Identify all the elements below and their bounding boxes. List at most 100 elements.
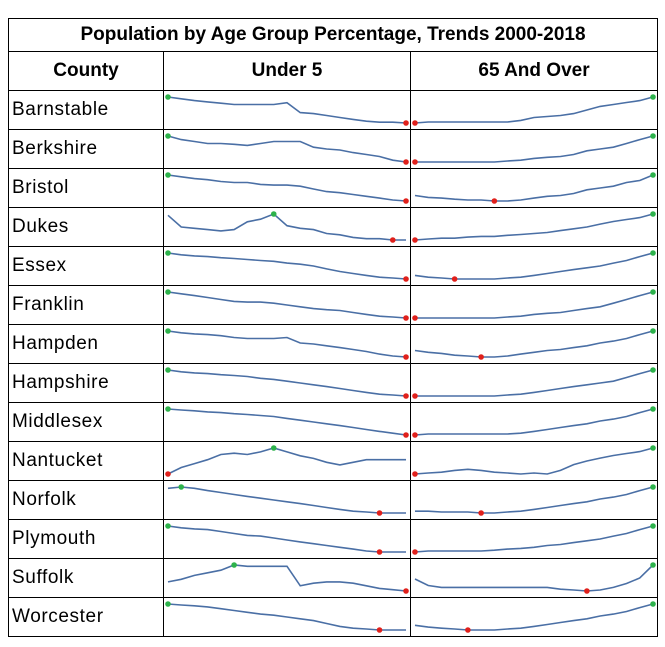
sparkline-line [167, 174, 407, 202]
sparkline-under5 [167, 211, 407, 243]
over65-sparkline-cell [410, 285, 658, 325]
over65-sparkline-cell [410, 90, 658, 130]
sparkline-max-marker [231, 562, 237, 568]
sparkline-over65 [412, 445, 656, 477]
sparkline-min-marker [376, 627, 383, 633]
sparkline-min-marker [403, 354, 409, 360]
table-row: Suffolk [8, 558, 658, 598]
sparkline-min-marker [403, 588, 409, 594]
sparkline-over65 [414, 328, 656, 360]
sparkline-line [414, 486, 654, 514]
sparkline-max-marker [650, 328, 656, 334]
table-row: Plymouth [8, 519, 658, 559]
sparkline-max-marker [165, 289, 171, 295]
sparkline-under5 [165, 250, 409, 282]
sparkline-min-marker [403, 276, 409, 282]
under5-sparkline-cell [163, 402, 411, 442]
column-header-county: County [8, 51, 164, 91]
sparkline-max-marker [165, 133, 171, 139]
under5-sparkline-cell [163, 129, 411, 169]
sparkline-max-marker [270, 445, 277, 451]
table-row: Middlesex [8, 402, 658, 442]
over65-sparkline-cell [410, 246, 658, 286]
sparkline-over65 [412, 406, 656, 438]
sparkline-under5 [165, 523, 407, 555]
table-row: Barnstable [8, 90, 658, 130]
county-name: Barnstable [8, 90, 164, 130]
over65-sparkline-cell [410, 519, 658, 559]
sparkline-line [167, 213, 407, 241]
county-name: Middlesex [8, 402, 164, 442]
sparkline-line [414, 603, 654, 631]
sparkline-min-marker [478, 354, 484, 360]
sparkline-over65 [412, 367, 656, 399]
sparkline-under5 [165, 328, 409, 360]
sparkline-max-marker [650, 445, 656, 451]
sparkline-min-marker [412, 159, 418, 165]
sparkline-under5 [167, 562, 409, 594]
sparkline-min-marker [412, 432, 418, 438]
sparkline-min-marker [412, 471, 418, 477]
sparkline-line [414, 174, 654, 202]
sparkline-line [414, 447, 654, 475]
sparkline-min-marker [412, 315, 418, 321]
county-name: Franklin [8, 285, 164, 325]
sparkline-max-marker [165, 406, 171, 412]
sparkline-over65 [414, 601, 656, 633]
sparkline-max-marker [650, 367, 656, 373]
sparkline-line [414, 564, 654, 592]
sparkline-line [167, 447, 407, 475]
sparkline-max-marker [650, 250, 656, 256]
under5-sparkline-cell [163, 519, 411, 559]
under5-sparkline-cell [163, 207, 411, 247]
county-name: Dukes [8, 207, 164, 247]
sparkline-min-marker [412, 237, 418, 243]
sparkline-min-marker [465, 627, 471, 633]
sparkline-line [167, 96, 407, 124]
sparkline-max-marker [650, 133, 656, 139]
sparkline-line [414, 252, 654, 280]
county-name: Norfolk [8, 480, 164, 520]
sparkline-max-marker [650, 562, 656, 568]
sparkline-min-marker [403, 159, 409, 165]
county-name: Hampden [8, 324, 164, 364]
table-row: Worcester [8, 597, 658, 637]
sparkline-max-marker [165, 367, 171, 373]
under5-sparkline-cell [163, 441, 411, 481]
under5-sparkline-cell [163, 480, 411, 520]
under5-sparkline-cell [163, 597, 411, 637]
sparkline-min-marker [412, 549, 418, 555]
table-row: Hampden [8, 324, 658, 364]
column-header-under5: Under 5 [163, 51, 411, 91]
sparkline-over65 [412, 211, 656, 243]
sparkline-line [414, 408, 654, 436]
sparkline-max-marker [650, 211, 656, 217]
county-name: Berkshire [8, 129, 164, 169]
sparkline-line [167, 135, 407, 163]
sparkline-line [167, 486, 407, 514]
sparkline-min-marker [376, 549, 383, 555]
sparkline-line [414, 96, 654, 124]
sparkline-max-marker [165, 523, 171, 529]
over65-sparkline-cell [410, 597, 658, 637]
sparkline-max-marker [650, 484, 656, 490]
sparkline-max-marker [650, 601, 656, 607]
sparkline-over65 [412, 133, 656, 165]
sparkline-min-marker [389, 237, 396, 243]
sparkline-min-marker [403, 120, 409, 126]
sparkline-under5 [165, 445, 407, 477]
sparkline-line [167, 252, 407, 280]
under5-sparkline-cell [163, 168, 411, 208]
county-name: Suffolk [8, 558, 164, 598]
sparkline-line [167, 525, 407, 553]
sparkline-max-marker [165, 328, 171, 334]
sparkline-under5 [165, 94, 409, 126]
under5-sparkline-cell [163, 324, 411, 364]
sparkline-max-marker [650, 523, 656, 529]
sparkline-max-marker [650, 406, 656, 412]
table-row: Berkshire [8, 129, 658, 169]
county-name: Nantucket [8, 441, 164, 481]
sparkline-under5 [165, 172, 409, 204]
over65-sparkline-cell [410, 402, 658, 442]
sparkline-max-marker [650, 172, 656, 178]
